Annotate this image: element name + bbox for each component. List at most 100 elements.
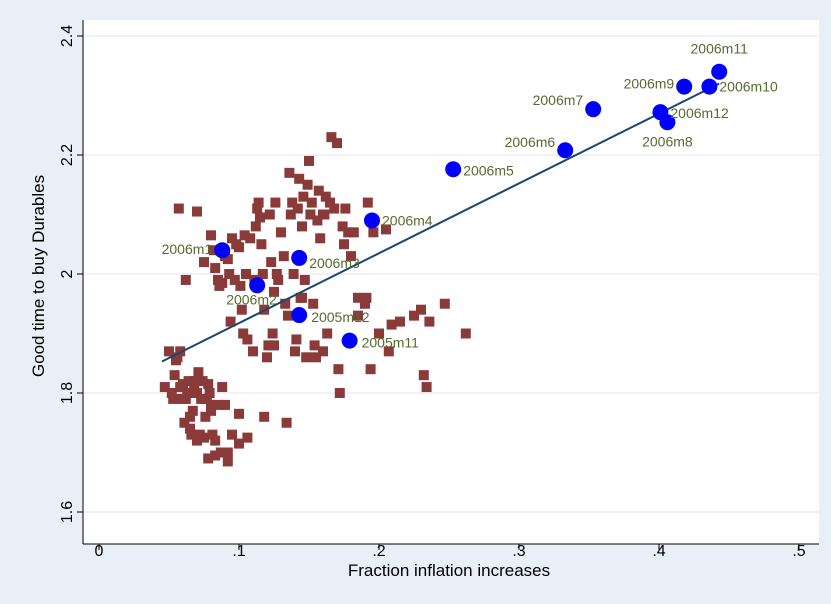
square-marker [334,388,345,398]
square-marker [283,310,293,321]
square-marker [362,197,373,208]
square-marker [253,197,264,208]
square-marker [267,328,278,339]
square-marker [215,447,226,458]
square-marker [278,251,289,262]
square-marker [187,405,198,416]
square-marker [217,382,228,393]
square-marker [199,257,209,268]
square-marker [269,286,279,297]
point-label: 2006m11 [691,41,749,57]
square-marker [309,340,320,351]
square-marker [343,227,354,238]
square-marker [210,263,221,274]
square-marker [298,191,309,202]
point-2006m10 [701,78,718,95]
square-marker [200,411,211,422]
y-tick-label: 1.8 [59,382,76,404]
square-marker [460,328,471,339]
square-marker [285,209,296,220]
square-marker [257,269,268,279]
square-marker [271,269,282,279]
point-2005m11 [341,332,358,349]
x-tick-label: 0 [95,543,104,560]
square-marker [304,155,314,166]
square-marker [288,269,299,279]
square-marker [320,191,331,202]
square-marker [175,382,186,393]
square-marker [169,370,180,381]
square-marker [236,304,247,315]
x-tick-label: .1 [232,543,245,560]
square-marker [182,388,193,398]
square-marker [207,429,218,440]
square-marker [269,340,279,351]
square-marker [329,203,340,214]
square-marker [416,304,426,315]
square-marker [238,328,249,339]
square-marker [386,319,397,330]
square-marker [294,173,305,184]
square-marker [284,167,295,178]
square-marker [241,269,251,279]
square-marker [353,310,363,321]
square-marker [224,269,235,279]
square-marker [193,367,204,378]
square-marker [172,352,183,363]
x-axis-title: Fraction inflation increases [348,561,550,580]
square-marker [239,230,250,241]
y-axis-title: Good time to buy Durables [29,175,48,377]
square-marker [301,352,312,363]
y-tick-label: 2.4 [59,25,76,47]
y-tick-label: 2 [59,269,76,278]
square-marker [166,388,177,398]
square-marker [290,346,300,357]
square-marker [383,346,394,357]
square-marker [325,197,335,208]
square-marker [206,399,216,410]
square-marker [322,328,333,339]
axes [77,20,819,550]
square-marker [197,376,208,387]
square-marker [234,438,244,449]
point-label: 2006m4 [382,212,433,228]
square-marker [229,274,240,285]
square-marker [270,197,281,208]
square-marker [259,411,270,422]
square-marker [190,376,201,387]
square-marker [213,399,223,410]
point-2006m5 [445,161,462,178]
labeled-points: 2005m11 2005m12 2006m1 2006m2 2006m3 2006m4 20… [162,41,778,351]
square-marker [337,221,348,232]
square-marker [199,432,209,443]
point-2006m9 [676,78,693,95]
square-marker [280,298,291,309]
square-marker [368,227,379,238]
x-tick-label: .5 [792,543,805,560]
square-marker [346,251,356,262]
square-marker [421,382,432,393]
square-marker [208,245,219,256]
square-marker [220,399,230,410]
square-marker [374,328,384,339]
point-2006m12 [652,104,669,121]
square-marker [242,334,253,345]
square-marker [287,197,298,208]
point-2006m6 [557,142,574,159]
x-tick-label: .2 [372,543,385,560]
square-marker [234,408,244,419]
point-2005m12 [291,307,308,324]
square-marker [281,417,292,428]
square-marker [262,352,272,363]
square-marker [222,254,233,265]
square-marker [222,456,233,467]
square-marker [204,388,215,398]
square-marker [292,203,303,214]
square-marker [302,179,313,190]
square-marker [264,209,275,220]
square-marker [348,227,359,238]
point-2006m4 [364,212,380,229]
x-tick-label: .4 [652,543,665,560]
point-2006m3 [291,249,308,266]
square-marker [409,310,419,321]
